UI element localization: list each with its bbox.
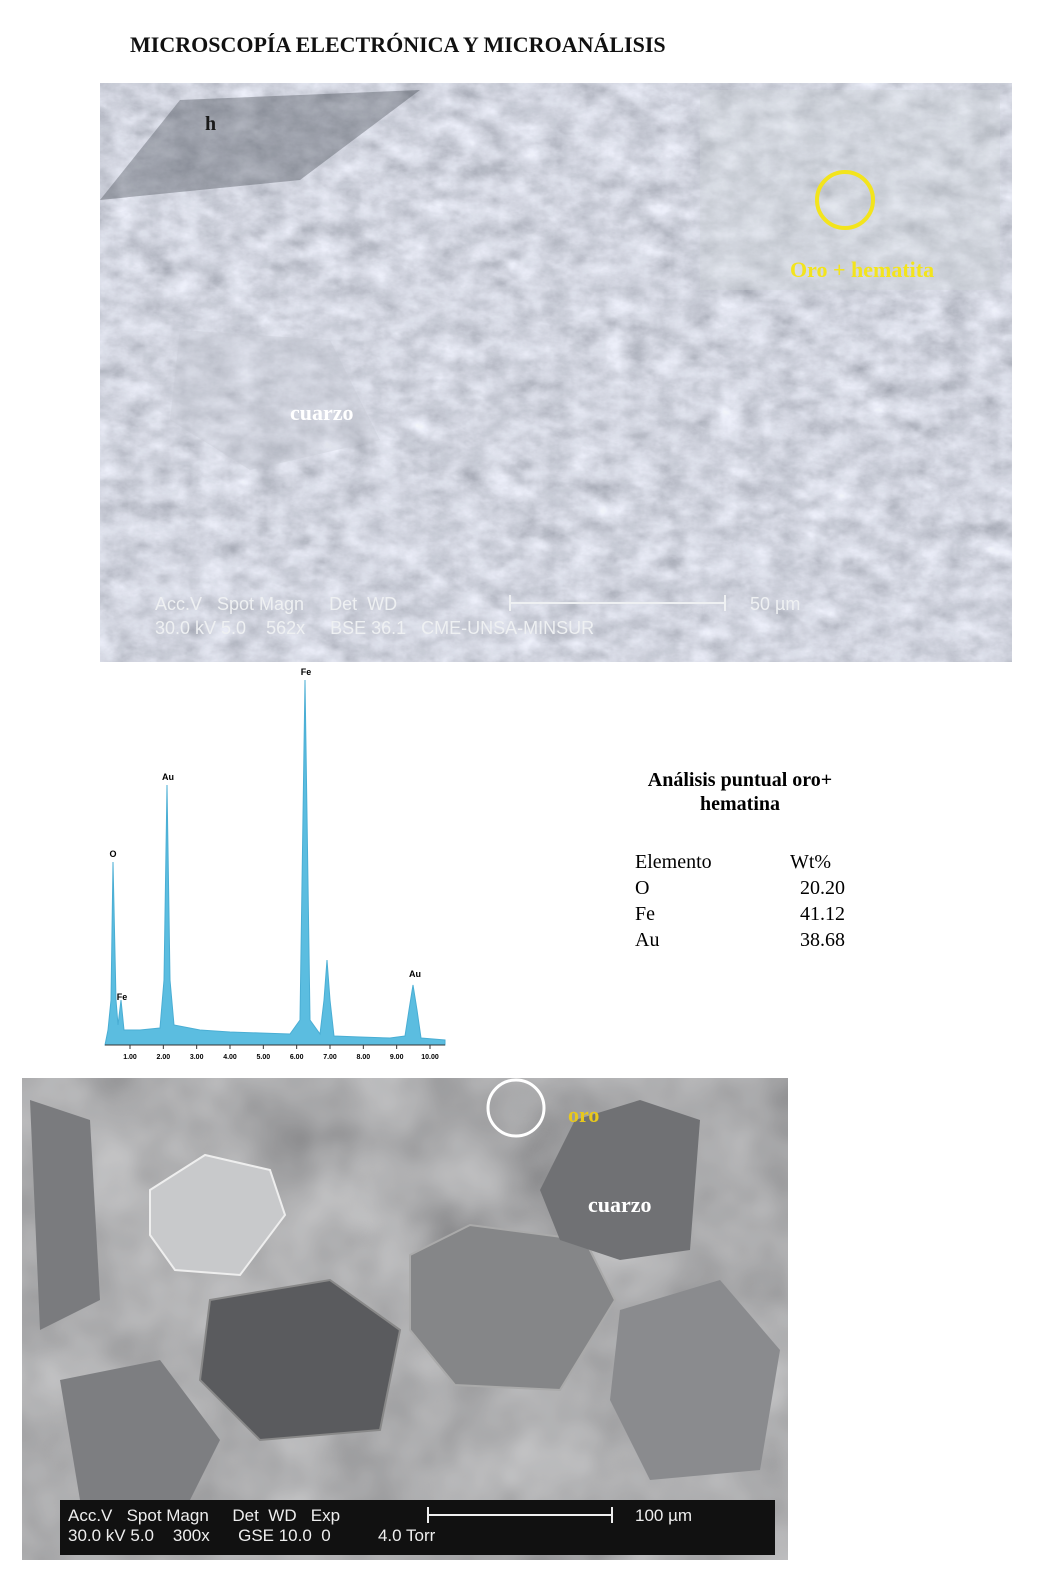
peak-label: Fe (117, 992, 128, 1002)
document: MICROSCOPÍA ELECTRÓNICA Y MICROANÁLISIS … (0, 0, 1038, 1582)
table-rows: O 20.20 Fe 41.12 Au 38.68 (635, 877, 845, 951)
sem-image-1: h Oro + hematita cuarzo Acc.V Spot Magn … (100, 83, 1012, 662)
table-header: Wt% (790, 851, 831, 873)
table-cell: O (635, 877, 649, 899)
label-h: h (205, 113, 216, 135)
analysis-table: Análisis puntual oro+ hematina Elemento … (635, 769, 845, 951)
x-tick-label: 4.00 (223, 1054, 237, 1061)
page: MICROSCOPÍA ELECTRÓNICA Y MICROANÁLISIS … (0, 0, 1038, 1582)
peak-label: O (109, 849, 116, 859)
x-tick-label: 3.00 (190, 1054, 204, 1061)
table-cell: Au (635, 929, 659, 951)
page-title: MICROSCOPÍA ELECTRÓNICA Y MICROANÁLISIS (130, 32, 666, 57)
x-tick-label: 5.00 (257, 1054, 271, 1061)
table-cell: 20.20 (800, 877, 845, 899)
x-tick-label: 6.00 (290, 1054, 304, 1061)
scale-label: 50 µm (750, 594, 800, 614)
databar-line: 30.0 kV 5.0 300x GSE 10.0 0 4.0 Torr (68, 1526, 436, 1545)
x-tick-label: 10.00 (421, 1054, 439, 1061)
label-gold: oro (568, 1102, 599, 1127)
databar-line: Acc.V Spot Magn Det WD (155, 594, 397, 614)
table-header: Elemento (635, 851, 712, 873)
table-cell: Fe (635, 903, 655, 925)
table-cell: 38.68 (800, 929, 845, 951)
label-quartz: cuarzo (588, 1192, 652, 1217)
x-tick-label: 7.00 (323, 1054, 337, 1061)
sem-image-2: oro cuarzo Acc.V Spot Magn Det WD Exp 30… (22, 1078, 788, 1560)
table-cell: 41.12 (800, 903, 845, 925)
databar-line: Acc.V Spot Magn Det WD Exp (68, 1506, 340, 1525)
peak-label: Fe (301, 667, 312, 677)
table-title: Análisis puntual oro+ (648, 769, 832, 791)
table-title: hematina (700, 793, 780, 815)
peak-label: Au (162, 772, 174, 782)
databar-line: 30.0 kV 5.0 562x BSE 36.1 CME-UNSA-MINSU… (155, 618, 594, 638)
label-gold: Oro + hematita (790, 257, 934, 282)
label-quartz: cuarzo (290, 400, 354, 425)
x-tick-label: 9.00 (390, 1054, 404, 1061)
x-tick-label: 2.00 (157, 1054, 171, 1061)
spectrum-axis: 1.00 2.00 3.00 4.00 5.00 6.00 7.00 8.00 9.00 10.0… (123, 1045, 439, 1061)
x-tick-label: 1.00 (123, 1054, 137, 1061)
scale-label: 100 µm (635, 1506, 692, 1525)
peak-label: Au (409, 969, 421, 979)
x-tick-label: 8.00 (357, 1054, 371, 1061)
eds-spectrum: O Fe Au Fe Au 1.00 2.00 3.00 4.00 5.00 6.00 7.… (105, 667, 445, 1061)
